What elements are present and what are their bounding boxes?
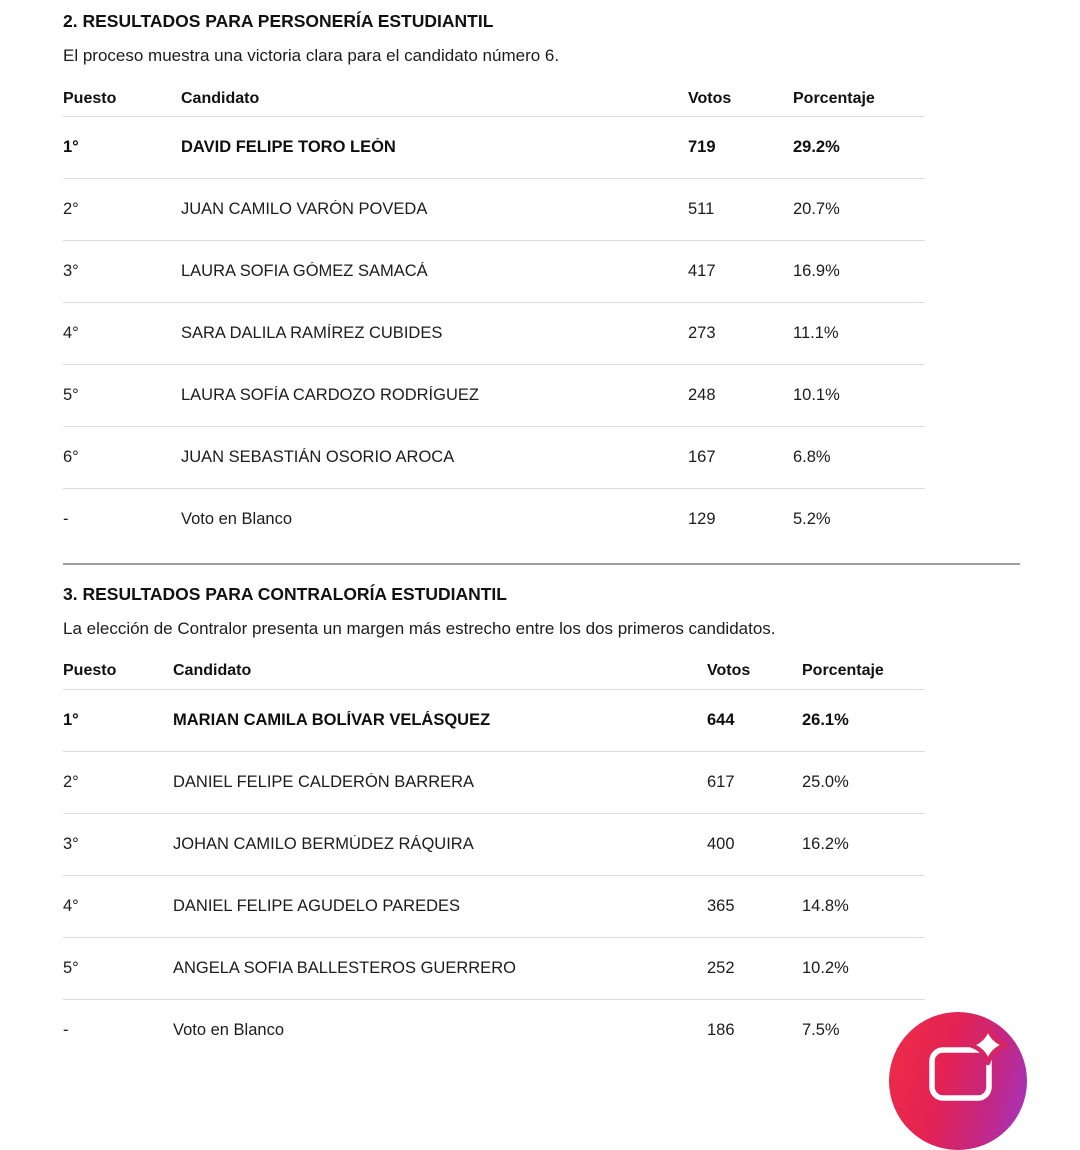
cell-candidato: JOHAN CAMILO BERMÚDEZ RÁQUIRA (173, 834, 474, 853)
table-row: 4° DANIEL FELIPE AGUDELO PAREDES 365 14.… (63, 876, 925, 938)
results-document: 2. RESULTADOS PARA PERSONERÍA ESTUDIANTI… (63, 0, 1020, 1061)
cell-puesto: 6° (63, 448, 79, 466)
column-header-votos: Votos (707, 662, 751, 679)
cell-votos: 617 (707, 772, 735, 791)
cell-porcentaje: 10.2% (802, 958, 849, 977)
cell-porcentaje: 20.7% (793, 200, 840, 218)
section-contraloria: 3. RESULTADOS PARA CONTRALORÍA ESTUDIANT… (63, 583, 1020, 1061)
cell-puesto: 1° (63, 138, 79, 156)
ai-assistant-fab[interactable] (889, 1012, 1027, 1150)
cell-porcentaje: 14.8% (802, 896, 849, 915)
cell-candidato: JUAN SEBASTIÁN OSORIO AROCA (181, 448, 455, 466)
cell-porcentaje: 10.1% (793, 386, 840, 404)
cell-candidato: Voto en Blanco (181, 510, 293, 528)
section-subtitle-personeria: El proceso muestra una victoria clara pa… (63, 46, 560, 65)
cell-candidato: LAURA SOFIA GÓMEZ SAMACÁ (181, 262, 428, 280)
column-header-puesto: Puesto (63, 89, 117, 107)
cell-porcentaje: 25.0% (802, 772, 849, 791)
cell-puesto: - (63, 510, 69, 528)
cell-votos: 248 (688, 386, 716, 404)
cell-votos: 511 (688, 200, 715, 218)
cell-candidato: DANIEL FELIPE AGUDELO PAREDES (173, 896, 461, 915)
table-body: 1° DAVID FELIPE TORO LEÓN 719 29.2% 2° J… (63, 117, 925, 550)
table-header-row: Puesto Candidato Votos Porcentaje (63, 654, 925, 690)
cell-votos: 167 (688, 448, 716, 466)
ai-video-sparkle-icon (929, 1024, 1009, 1101)
cell-votos: 417 (688, 262, 716, 280)
column-header-votos: Votos (688, 89, 732, 107)
column-header-candidato: Candidato (181, 89, 260, 107)
cell-candidato: Voto en Blanco (173, 1020, 285, 1039)
cell-votos: 400 (707, 834, 735, 853)
cell-candidato: MARIAN CAMILA BOLÍVAR VELÁSQUEZ (173, 710, 491, 729)
cell-candidato: LAURA SOFÍA CARDOZO RODRÍGUEZ (181, 386, 479, 404)
section-subtitle-contraloria: La elección de Contralor presenta un mar… (63, 618, 776, 638)
cell-porcentaje: 5.2% (793, 510, 831, 528)
results-table-personeria: Puesto Candidato Votos Porcentaje 1° DAV… (63, 81, 925, 550)
column-header-puesto: Puesto (63, 662, 117, 679)
cell-porcentaje: 26.1% (802, 710, 849, 729)
cell-puesto: 1° (63, 710, 79, 729)
cell-porcentaje: 7.5% (802, 1020, 840, 1039)
cell-votos: 365 (707, 896, 735, 915)
section-title-personeria: 2. RESULTADOS PARA PERSONERÍA ESTUDIANTI… (63, 11, 494, 31)
table-row: 3° LAURA SOFIA GÓMEZ SAMACÁ 417 16.9% (63, 241, 925, 303)
cell-porcentaje: 16.9% (793, 262, 840, 280)
cell-puesto: 3° (63, 262, 79, 280)
cell-puesto: 4° (63, 896, 79, 915)
cell-puesto: - (63, 1020, 69, 1039)
table-row: 3° JOHAN CAMILO BERMÚDEZ RÁQUIRA 400 16.… (63, 814, 925, 876)
cell-porcentaje: 16.2% (802, 834, 849, 853)
cell-porcentaje: 29.2% (793, 138, 840, 156)
cell-candidato: SARA DALILA RAMÍREZ CUBIDES (181, 324, 443, 342)
table-row: 5° LAURA SOFÍA CARDOZO RODRÍGUEZ 248 10.… (63, 365, 925, 427)
table-row: 2° JUAN CAMILO VARÓN POVEDA 511 20.7% (63, 179, 925, 241)
column-header-candidato: Candidato (173, 662, 252, 679)
table-header-row: Puesto Candidato Votos Porcentaje (63, 81, 925, 117)
cell-puesto: 4° (63, 324, 79, 342)
column-header-porcentaje: Porcentaje (802, 662, 884, 679)
section-divider (63, 563, 1020, 565)
cell-votos: 644 (707, 710, 735, 729)
section-personeria: 2. RESULTADOS PARA PERSONERÍA ESTUDIANTI… (63, 10, 1020, 550)
results-table-contraloria: Puesto Candidato Votos Porcentaje 1° MAR… (63, 654, 925, 1061)
table-row: 1° MARIAN CAMILA BOLÍVAR VELÁSQUEZ 644 2… (63, 690, 925, 752)
section-title-contraloria: 3. RESULTADOS PARA CONTRALORÍA ESTUDIANT… (63, 583, 507, 604)
cell-votos: 719 (688, 138, 716, 156)
table-body: 1° MARIAN CAMILA BOLÍVAR VELÁSQUEZ 644 2… (63, 690, 925, 1061)
cell-puesto: 2° (63, 772, 79, 791)
table-row: 6° JUAN SEBASTIÁN OSORIO AROCA 167 6.8% (63, 427, 925, 489)
table-row: 2° DANIEL FELIPE CALDERÓN BARRERA 617 25… (63, 752, 925, 814)
table-row: - Voto en Blanco 186 7.5% (63, 1000, 925, 1061)
cell-candidato: DAVID FELIPE TORO LEÓN (181, 138, 396, 156)
cell-votos: 129 (688, 510, 716, 528)
table-row: 1° DAVID FELIPE TORO LEÓN 719 29.2% (63, 117, 925, 179)
cell-puesto: 2° (63, 200, 79, 218)
cell-candidato: DANIEL FELIPE CALDERÓN BARRERA (173, 772, 475, 791)
cell-porcentaje: 11.1% (793, 324, 839, 342)
table-row: - Voto en Blanco 129 5.2% (63, 489, 925, 550)
cell-votos: 273 (688, 324, 716, 342)
cell-puesto: 3° (63, 834, 79, 853)
cell-votos: 252 (707, 958, 735, 977)
cell-puesto: 5° (63, 958, 79, 977)
cell-candidato: JUAN CAMILO VARÓN POVEDA (181, 200, 428, 218)
column-header-porcentaje: Porcentaje (793, 89, 875, 107)
cell-porcentaje: 6.8% (793, 448, 831, 466)
table-row: 4° SARA DALILA RAMÍREZ CUBIDES 273 11.1% (63, 303, 925, 365)
table-row: 5° ANGELA SOFIA BALLESTEROS GUERRERO 252… (63, 938, 925, 1000)
cell-votos: 186 (707, 1020, 735, 1039)
cell-candidato: ANGELA SOFIA BALLESTEROS GUERRERO (173, 958, 516, 977)
cell-puesto: 5° (63, 386, 79, 404)
